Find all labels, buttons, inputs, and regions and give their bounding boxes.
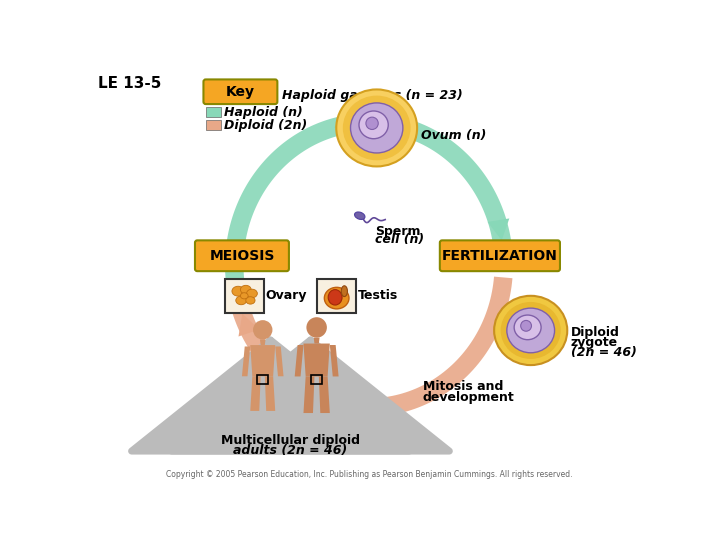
Text: adults (2n = 46): adults (2n = 46) xyxy=(233,444,348,457)
Text: MEIOSIS: MEIOSIS xyxy=(210,249,274,263)
Polygon shape xyxy=(294,345,303,376)
Polygon shape xyxy=(303,376,315,413)
Polygon shape xyxy=(487,219,509,240)
Ellipse shape xyxy=(324,287,349,309)
FancyBboxPatch shape xyxy=(440,240,560,271)
Text: Ovary: Ovary xyxy=(266,289,307,302)
Text: Key: Key xyxy=(226,85,255,99)
Text: Testis: Testis xyxy=(359,289,398,302)
Ellipse shape xyxy=(341,286,348,296)
Ellipse shape xyxy=(240,285,251,294)
Ellipse shape xyxy=(328,289,342,305)
Text: LE 13-5: LE 13-5 xyxy=(98,76,161,91)
Polygon shape xyxy=(251,376,261,411)
Text: Haploid (n): Haploid (n) xyxy=(224,106,303,119)
Ellipse shape xyxy=(246,289,257,298)
Polygon shape xyxy=(314,338,320,343)
Polygon shape xyxy=(356,113,513,253)
Polygon shape xyxy=(303,343,330,376)
Text: Mitosis and: Mitosis and xyxy=(423,381,503,394)
FancyBboxPatch shape xyxy=(204,79,277,104)
Polygon shape xyxy=(230,276,513,417)
Ellipse shape xyxy=(343,96,410,160)
Text: cell (n): cell (n) xyxy=(375,233,424,246)
Polygon shape xyxy=(334,111,356,132)
Ellipse shape xyxy=(240,293,248,299)
FancyBboxPatch shape xyxy=(318,279,356,313)
Text: Diploid (2n): Diploid (2n) xyxy=(224,119,307,132)
Ellipse shape xyxy=(336,90,417,166)
Text: Multicellular diploid: Multicellular diploid xyxy=(221,434,360,448)
Text: Haploid gametes (n = 23): Haploid gametes (n = 23) xyxy=(282,90,463,103)
Text: Diploid: Diploid xyxy=(571,326,620,339)
Polygon shape xyxy=(242,347,251,376)
Text: Ovum (n): Ovum (n) xyxy=(421,129,487,142)
Circle shape xyxy=(366,117,378,130)
FancyBboxPatch shape xyxy=(206,107,221,117)
Circle shape xyxy=(521,320,531,331)
Text: (2n = 46): (2n = 46) xyxy=(571,346,636,359)
Circle shape xyxy=(307,317,327,338)
Ellipse shape xyxy=(232,286,244,296)
Polygon shape xyxy=(225,116,347,304)
Ellipse shape xyxy=(359,111,388,139)
FancyBboxPatch shape xyxy=(225,279,264,313)
Text: Copyright © 2005 Pearson Education, Inc. Publishing as Pearson Benjamin Cummings: Copyright © 2005 Pearson Education, Inc.… xyxy=(166,470,572,479)
Text: zygote: zygote xyxy=(571,336,618,349)
Polygon shape xyxy=(265,376,275,411)
Text: development: development xyxy=(423,390,515,403)
Text: FERTILIZATION: FERTILIZATION xyxy=(442,249,558,263)
Ellipse shape xyxy=(494,296,567,365)
Ellipse shape xyxy=(246,296,255,304)
Polygon shape xyxy=(238,314,259,336)
Ellipse shape xyxy=(507,308,554,353)
Polygon shape xyxy=(260,340,266,345)
Circle shape xyxy=(253,320,272,340)
Ellipse shape xyxy=(351,103,403,153)
Text: Sperm: Sperm xyxy=(375,225,420,238)
Polygon shape xyxy=(319,376,330,413)
Ellipse shape xyxy=(235,296,246,305)
Ellipse shape xyxy=(354,212,365,219)
FancyBboxPatch shape xyxy=(206,120,221,130)
Polygon shape xyxy=(330,345,338,376)
Polygon shape xyxy=(251,345,275,376)
Polygon shape xyxy=(275,347,284,376)
Ellipse shape xyxy=(500,302,561,359)
FancyBboxPatch shape xyxy=(195,240,289,271)
Ellipse shape xyxy=(514,315,541,340)
